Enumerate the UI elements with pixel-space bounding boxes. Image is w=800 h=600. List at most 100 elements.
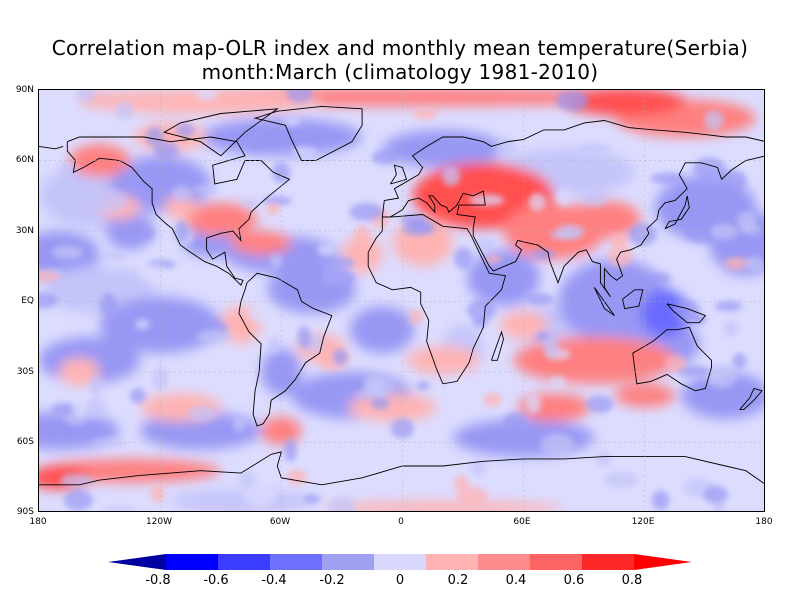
correlation-speckle (530, 249, 556, 260)
correlation-speckle (735, 235, 761, 245)
correlation-speckle (652, 490, 670, 511)
correlation-region (230, 231, 292, 255)
correlation-speckle (409, 309, 423, 325)
correlation-region (499, 310, 548, 340)
chart-title-line1: Correlation map-OLR index and monthly me… (51, 36, 749, 60)
correlation-speckle (100, 251, 128, 261)
correlation-speckle (332, 348, 349, 366)
colorbar-label: -0.4 (261, 573, 287, 588)
correlation-speckle (582, 190, 609, 207)
colorbar-segment (374, 554, 427, 570)
correlation-speckle (151, 367, 169, 391)
correlation-speckle (543, 334, 560, 359)
correlation-speckle (268, 336, 281, 354)
coastlines (39, 105, 764, 486)
colorbar-label: 0.4 (505, 573, 527, 588)
y-tick-label: 60S (16, 437, 34, 447)
x-tick-label: 180 (29, 517, 47, 527)
correlation-region (170, 489, 312, 511)
correlation-region (348, 393, 437, 422)
correlation-speckle (284, 438, 297, 462)
colorbar-label: -0.8 (145, 573, 171, 588)
correlation-region (568, 200, 641, 239)
x-tick-label: 180 (755, 517, 773, 527)
correlation-speckle (494, 138, 518, 158)
correlation-speckle (71, 393, 88, 417)
coastline (622, 289, 644, 310)
correlation-region (164, 195, 197, 220)
correlation-speckle (416, 381, 431, 390)
colorbar-label: 0.6 (563, 573, 585, 588)
correlation-speckle (323, 256, 355, 269)
coastline (39, 145, 64, 150)
coastline (382, 155, 764, 298)
correlation-speckle (241, 199, 258, 207)
correlation-region (406, 346, 480, 375)
colorbar-end-high (634, 554, 692, 570)
correlation-speckle (483, 392, 503, 408)
coastline (666, 303, 707, 324)
coastline (490, 330, 504, 361)
correlation-speckle (732, 353, 747, 369)
coastline (66, 136, 291, 286)
correlation-speckle (39, 292, 59, 309)
correlation-speckle (286, 90, 313, 103)
coastline (163, 108, 279, 157)
correlation-speckle (703, 485, 729, 504)
correlation-speckle (664, 354, 687, 372)
correlation-speckle (710, 224, 738, 240)
correlation-speckle (595, 451, 612, 467)
correlation-speckle (714, 300, 743, 312)
correlation-speckle (366, 375, 396, 397)
correlation-region (382, 130, 504, 168)
colorbar-label: 0 (395, 573, 405, 588)
correlation-speckle (174, 220, 190, 243)
y-tick-label: EQ (21, 296, 34, 306)
coastline (367, 214, 507, 385)
correlation-speckle (525, 293, 554, 306)
correlation-speckle (172, 185, 192, 202)
correlation-speckle (89, 375, 103, 396)
colorbar-segment (478, 554, 531, 570)
correlation-region (681, 372, 764, 419)
correlation-speckle (286, 469, 308, 485)
x-tick-label: 120W (145, 517, 173, 527)
correlation-speckle (555, 90, 589, 112)
correlation-map (38, 89, 765, 512)
correlation-speckle (525, 394, 542, 414)
correlation-speckle (650, 272, 671, 285)
correlation-speckle (556, 188, 572, 207)
correlation-speckle (303, 494, 321, 504)
coastline (381, 120, 764, 217)
correlation-speckle (192, 184, 219, 194)
correlation-speckle (737, 211, 757, 230)
correlation-speckle (578, 143, 613, 154)
correlation-speckle (691, 314, 707, 326)
correlation-speckle (135, 319, 150, 330)
correlation-speckle (245, 127, 265, 151)
correlation-speckle (297, 325, 311, 349)
x-tick-label: 60W (269, 517, 291, 527)
correlation-speckle (115, 101, 134, 121)
correlation-region (321, 501, 565, 511)
coastline (632, 326, 712, 392)
correlation-speckle (176, 123, 195, 138)
correlation-speckle (627, 223, 658, 246)
correlation-speckle (503, 412, 528, 432)
correlation-speckle (243, 483, 276, 508)
correlation-region (79, 90, 322, 114)
correlation-region (140, 412, 262, 450)
y-tick-label: 90S (16, 507, 34, 517)
y-tick-label: 30N (15, 226, 34, 236)
correlation-speckle (473, 237, 496, 252)
y-tick-label: 30S (16, 367, 34, 377)
correlation-speckle (99, 293, 118, 316)
chart-title-line2: month:March (climatology 1981-2010) (201, 60, 599, 84)
colorbar-label: -0.6 (203, 573, 229, 588)
gridlines (39, 90, 764, 511)
correlation-speckle (354, 225, 371, 247)
correlation-speckle (604, 312, 624, 327)
correlation-speckle (607, 243, 633, 268)
correlation-speckle (683, 220, 719, 244)
colorbar-segment (218, 554, 271, 570)
